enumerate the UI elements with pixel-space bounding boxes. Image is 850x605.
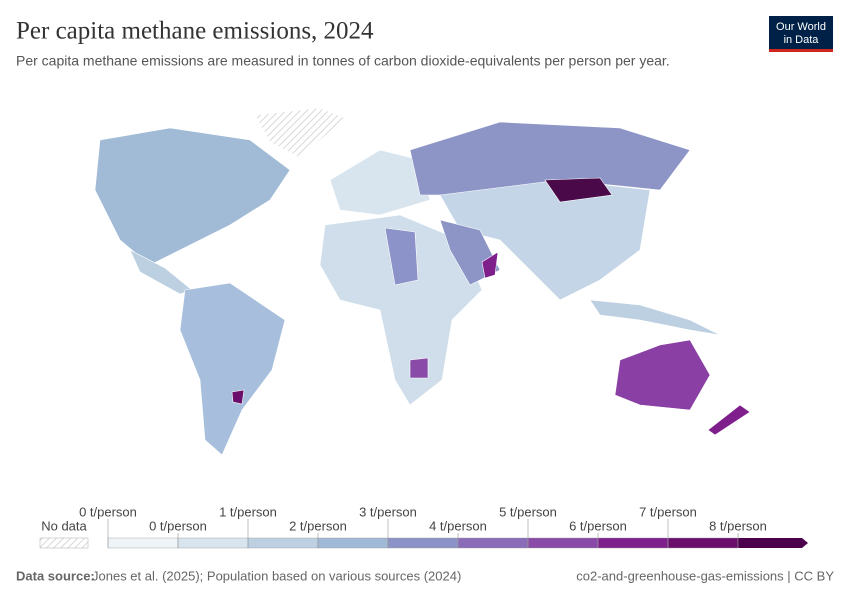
legend-swatch xyxy=(107,537,179,549)
legend-label: 4 t/person xyxy=(429,518,487,533)
legend-swatch xyxy=(177,537,249,549)
legend-swatch xyxy=(527,537,599,549)
legend-label: 1 t/person xyxy=(219,504,277,519)
legend-swatch xyxy=(387,537,459,549)
country[interactable] xyxy=(481,251,499,279)
legend-label: 8 t/person xyxy=(709,518,767,533)
title: Per capita methane emissions, 2024 xyxy=(16,18,374,45)
logo[interactable]: Our World in Data xyxy=(769,16,833,52)
legend-swatch xyxy=(317,537,389,549)
country[interactable] xyxy=(179,282,286,456)
legend-swatch xyxy=(667,537,739,549)
legend-label: 2 t/person xyxy=(289,518,347,533)
logo-stripe xyxy=(769,49,833,52)
legend-swatch xyxy=(738,538,808,548)
legend-swatch xyxy=(597,537,669,549)
legend-label: 3 t/person xyxy=(359,504,417,519)
legend-label: 0 t/person xyxy=(149,518,207,533)
source: Jones et al. (2025); Population based on… xyxy=(92,568,461,583)
legend-label: 0 t/person xyxy=(79,504,137,519)
country[interactable] xyxy=(384,227,419,286)
country[interactable] xyxy=(329,149,431,216)
country[interactable] xyxy=(94,127,291,266)
legend-label: 5 t/person xyxy=(499,504,557,519)
no-data-label: No data xyxy=(41,518,87,533)
logo-text: in Data xyxy=(784,34,820,46)
legend-swatch xyxy=(457,537,529,549)
country[interactable] xyxy=(589,299,721,336)
logo-box xyxy=(769,16,833,50)
no-data-swatch xyxy=(39,537,89,549)
country[interactable] xyxy=(409,357,429,379)
logo-text: Our World xyxy=(776,21,826,33)
legend-label: 6 t/person xyxy=(569,518,627,533)
legend: No data 0 t/person 0 t/person 1 t/person 2 … xyxy=(39,504,808,549)
legend-label: 7 t/person xyxy=(639,504,697,519)
country[interactable] xyxy=(231,389,245,405)
country[interactable] xyxy=(707,404,751,436)
country[interactable] xyxy=(409,121,691,196)
source-label: Data source: xyxy=(16,568,95,583)
subtitle: Per capita methane emissions are measure… xyxy=(16,53,670,69)
country[interactable] xyxy=(254,107,346,159)
country[interactable] xyxy=(614,339,711,411)
map xyxy=(94,107,751,456)
country[interactable] xyxy=(544,177,613,203)
slug: co2-and-greenhouse-gas-emissions | CC BY xyxy=(576,568,834,583)
legend-swatch xyxy=(247,537,319,549)
